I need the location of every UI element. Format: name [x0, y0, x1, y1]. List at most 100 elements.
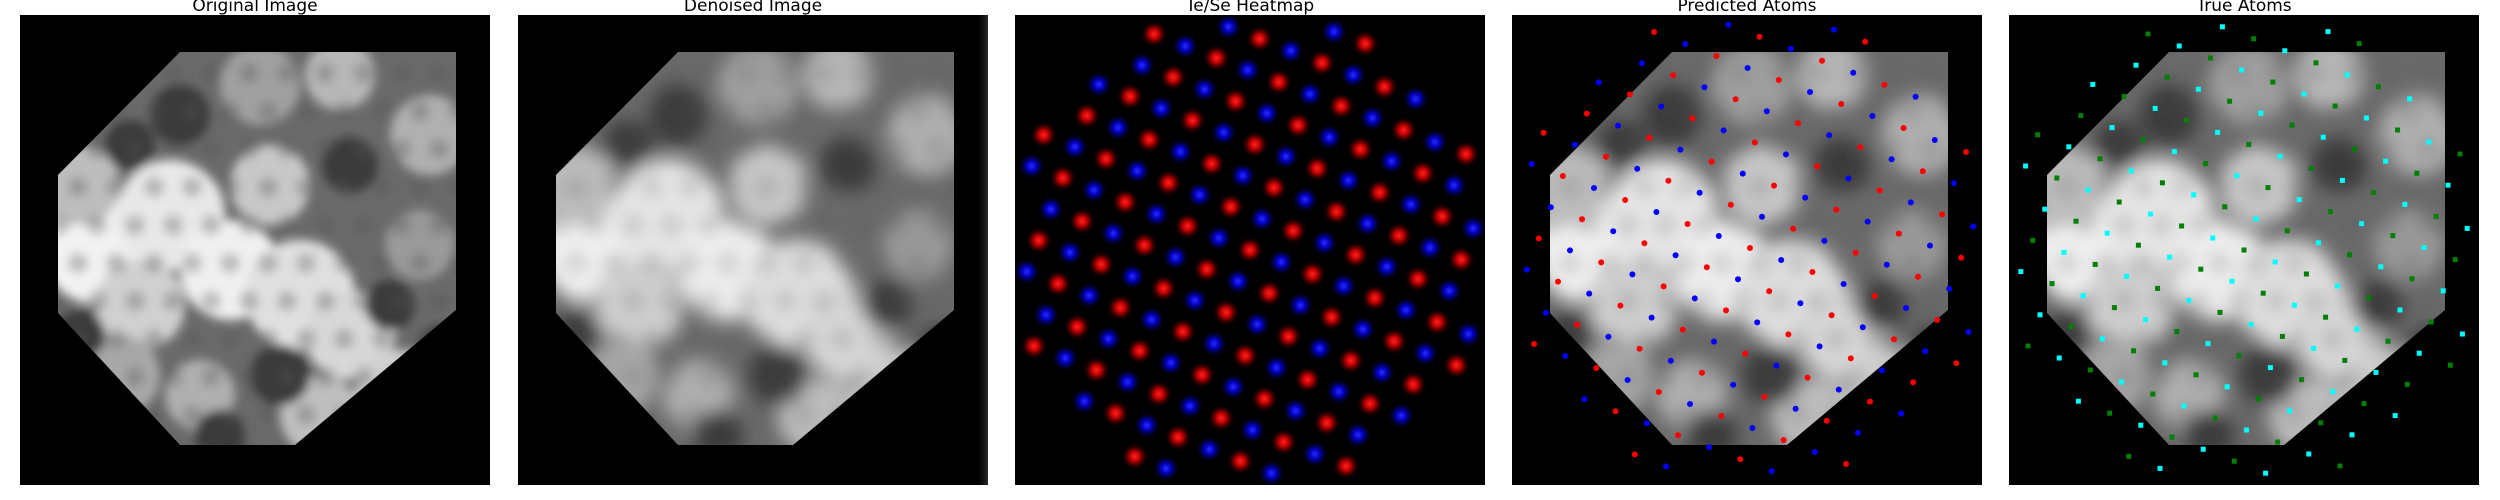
se-heat-spot [1257, 459, 1286, 485]
predicted-te-atom [1737, 456, 1744, 463]
te-heat-spot [1360, 284, 1389, 312]
predicted-se-atom [1802, 194, 1809, 201]
true-te-atom [2464, 225, 2470, 231]
predicted-se-atom [1629, 271, 1636, 278]
predicted-se-atom [1845, 175, 1852, 182]
predicted-se-atom [1807, 89, 1813, 95]
true-se-atom [2404, 381, 2410, 387]
se-heat-spot [1377, 147, 1406, 176]
te-heat-spot [1408, 159, 1437, 188]
predicted-te-atom [1814, 163, 1821, 170]
se-heat-spot [1094, 324, 1123, 353]
se-heat-spot [1435, 276, 1464, 305]
true-se-atom [2203, 161, 2209, 167]
predicted-se-atom [1922, 348, 1929, 355]
te-heat-spot [1404, 264, 1432, 293]
te-heat-spot [1231, 341, 1260, 370]
predicted-se-atom [1715, 233, 1722, 239]
true-te-atom [2104, 230, 2110, 236]
panel-title: True Atoms [2196, 0, 2292, 16]
se-heat-spot [1276, 36, 1305, 65]
predicted-se-atom [1735, 276, 1741, 283]
true-te-atom [2383, 158, 2389, 164]
predicted-se-atom [1797, 300, 1804, 307]
se-heat-spot [1310, 228, 1339, 257]
predicted-se-atom [1744, 65, 1751, 71]
te-heat-spot [1106, 293, 1135, 322]
se-heat-spot [1185, 180, 1214, 209]
true-te-atom [2090, 81, 2096, 87]
predicted-se-atom [1643, 420, 1650, 427]
true-te-atom [2311, 345, 2317, 351]
true-se-atom [2308, 165, 2314, 171]
predicted-se-atom [1701, 84, 1708, 91]
true-te-atom [2200, 446, 2206, 452]
predicted-se-atom [1888, 156, 1895, 163]
se-heat-spot [1262, 353, 1291, 382]
se-heat-spot [1348, 315, 1377, 344]
true-se-atom [2174, 329, 2180, 335]
predicted-se-atom [1653, 209, 1660, 215]
predicted-te-atom [1646, 134, 1653, 141]
te-heat-spot [1332, 452, 1360, 480]
predicted-se-atom [1571, 141, 1578, 148]
predicted-te-atom [1852, 249, 1859, 256]
predicted-te-atom [1670, 72, 1677, 79]
panel-original: Original Image [20, 0, 490, 485]
true-se-atom [2025, 343, 2031, 349]
true-te-atom [2253, 216, 2259, 222]
predicted-te-atom [1660, 283, 1667, 290]
predicted-se-atom [1778, 257, 1785, 263]
predicted-te-atom [1833, 206, 1840, 213]
te-heat-spot [1173, 212, 1202, 240]
true-se-atom [2313, 60, 2319, 66]
te-heat-spot [1168, 317, 1197, 346]
te-heat-spot [1298, 260, 1327, 288]
se-heat-spot [1060, 132, 1089, 161]
predicted-se-atom [1763, 108, 1770, 115]
te-heat-spot [1178, 106, 1207, 135]
te-heat-spot [1044, 269, 1072, 298]
se-heat-spot [1329, 272, 1358, 300]
predicted-se-atom [1711, 338, 1717, 345]
se-heat-spot [1152, 454, 1180, 483]
se-heat-spot [1190, 75, 1219, 104]
predicted-te-atom [1862, 38, 1869, 45]
true-te-atom [2176, 43, 2182, 49]
predicted-se-atom [1624, 377, 1631, 383]
te-heat-spot [1188, 360, 1216, 389]
true-te-atom [2075, 398, 2081, 404]
se-heat-spot [1224, 267, 1252, 296]
predicted-se-atom [1787, 45, 1794, 52]
te-heat-spot [1365, 178, 1394, 207]
predicted-te-atom [1617, 302, 1624, 309]
true-se-atom [2251, 36, 2257, 42]
predicted-te-atom [1843, 461, 1849, 467]
true-te-atom [2291, 302, 2297, 308]
true-te-atom [2152, 105, 2158, 111]
true-te-atom [2119, 379, 2125, 385]
te-heat-spot [1327, 92, 1356, 120]
se-heat-spot [1161, 243, 1190, 272]
true-se-atom [2068, 324, 2074, 330]
true-te-atom [2042, 206, 2048, 212]
te-heat-spot [1260, 173, 1288, 202]
true-se-atom [2030, 237, 2036, 243]
se-heat-spot [1344, 420, 1372, 449]
true-se-atom [2179, 223, 2185, 229]
se-heat-spot [1416, 233, 1444, 262]
predicted-te-atom [1895, 230, 1902, 237]
se-heat-spot [1209, 118, 1238, 147]
true-se-atom [2131, 348, 2137, 354]
predicted-te-atom [1684, 221, 1691, 227]
panel-predicted: Predicted Atoms [1512, 0, 1982, 485]
true-se-atom [2255, 396, 2261, 402]
true-se-atom [2231, 458, 2237, 464]
predicted-image [1512, 15, 1982, 485]
predicted-te-atom [1593, 365, 1600, 371]
true-te-atom [2306, 451, 2312, 457]
predicted-te-atom [1708, 158, 1715, 165]
se-heat-spot [1324, 377, 1353, 406]
se-heat-spot [1137, 305, 1166, 334]
true-te-atom [2445, 182, 2451, 188]
